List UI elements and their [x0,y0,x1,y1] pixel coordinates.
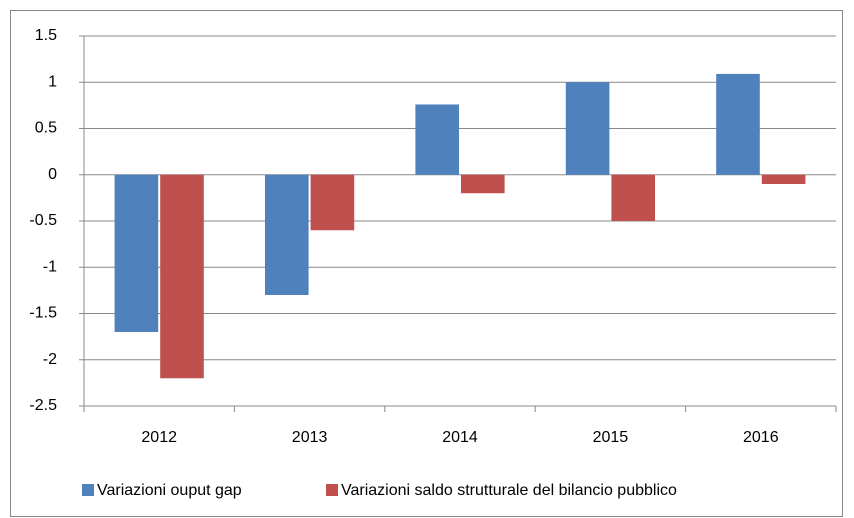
bar [611,174,656,221]
x-tick-label: 2015 [593,429,629,446]
x-tick-label: 2012 [141,429,177,446]
bar [310,174,355,231]
bar [264,174,309,295]
y-tick-label: 0.5 [35,120,57,137]
y-tick-label: 0 [48,166,57,183]
bar [761,174,806,184]
bar [114,174,159,332]
x-tick-label: 2013 [292,429,328,446]
bar [415,104,459,175]
y-tick-label: 1 [48,73,57,90]
legend-swatch [82,484,94,496]
y-tick-label: -2.5 [29,397,57,414]
y-tick-label: -1.5 [29,305,57,322]
y-tick-label: -1 [43,258,57,275]
x-tick-label: 2016 [743,429,779,446]
legend-label: Variazioni saldo strutturale del bilanci… [341,482,677,499]
bar [461,174,505,194]
y-tick-label: 1.5 [35,27,57,44]
bar [160,174,204,379]
bar [565,82,610,175]
y-tick-label: -2 [43,351,57,368]
y-tick-label: -0.5 [29,212,57,229]
legend-label: Variazioni ouput gap [97,482,242,499]
x-tick-label: 2014 [442,429,478,446]
legend-swatch [326,484,338,496]
bar [716,73,760,175]
